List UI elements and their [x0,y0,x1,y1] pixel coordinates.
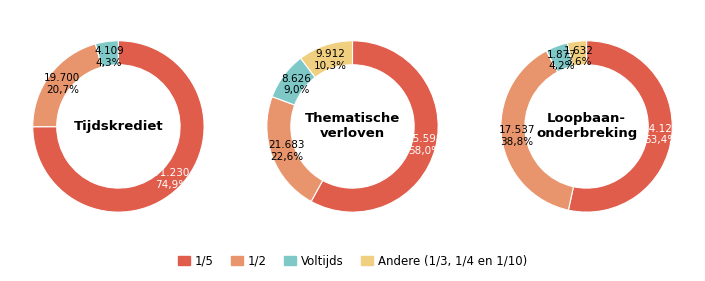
Text: 9.912
10,3%: 9.912 10,3% [314,49,347,71]
Wedge shape [568,41,587,66]
Text: 71.230
74,9%: 71.230 74,9% [153,168,190,190]
Wedge shape [32,44,102,127]
Wedge shape [546,43,572,72]
Text: 1.632
3,6%: 1.632 3,6% [564,46,594,67]
Text: 19.700
20,7%: 19.700 20,7% [44,73,80,95]
Text: Tijdskrediet: Tijdskrediet [73,120,164,133]
Text: 17.537
38,8%: 17.537 38,8% [498,125,535,147]
Wedge shape [501,51,573,210]
Text: 24.125
53,4%: 24.125 53,4% [642,124,679,145]
Text: Loopbaan-
onderbreking: Loopbaan- onderbreking [536,112,637,140]
Legend: 1/5, 1/2, Voltijds, Andere (1/3, 1/4 en 1/10): 1/5, 1/2, Voltijds, Andere (1/3, 1/4 en … [173,250,532,272]
Text: 55.598
58,0%: 55.598 58,0% [406,134,443,156]
Wedge shape [272,58,315,105]
Text: 21.683
22,6%: 21.683 22,6% [269,140,305,162]
Wedge shape [300,41,352,77]
Text: Thematische
verloven: Thematische verloven [305,112,400,140]
Wedge shape [95,41,118,67]
Text: 8.626
9,0%: 8.626 9,0% [281,74,311,96]
Text: 4.109
4,3%: 4.109 4,3% [94,46,124,68]
Text: 1.877
4,2%: 1.877 4,2% [547,50,577,71]
Wedge shape [311,41,439,212]
Wedge shape [568,41,673,212]
Wedge shape [32,41,204,212]
Wedge shape [266,97,323,201]
